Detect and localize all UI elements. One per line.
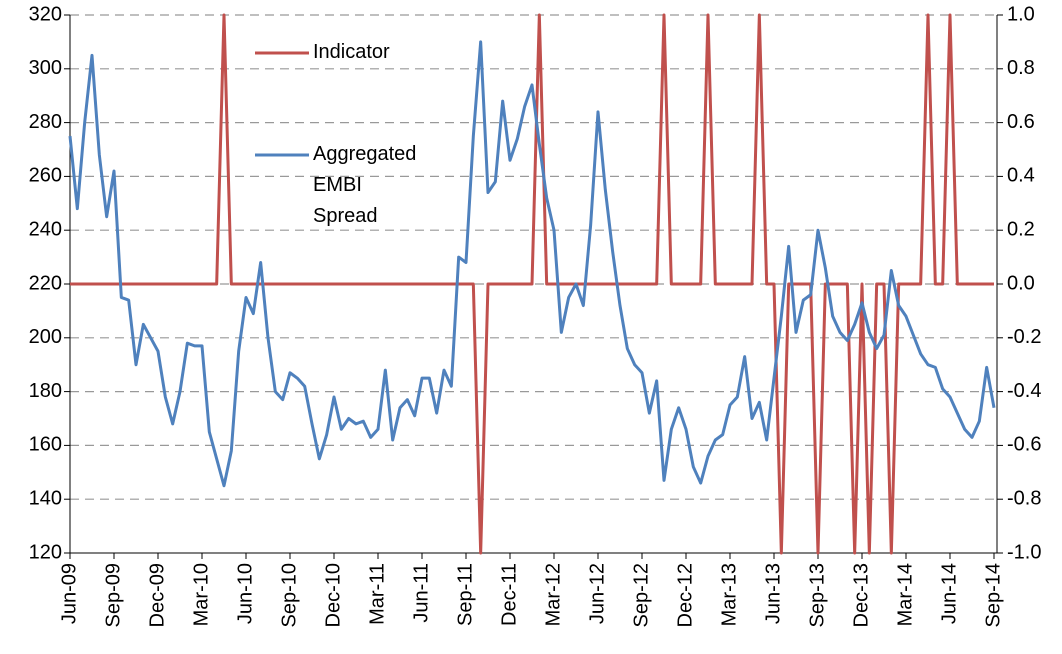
x-tick-label: Sep-10 (278, 563, 300, 628)
x-tick-label: Dec-09 (146, 563, 168, 627)
x-tick-label: Sep-09 (102, 563, 124, 628)
y-tick-label: 120 (29, 541, 62, 563)
y2-tick-label: -0.6 (1007, 434, 1041, 456)
y-tick-label: 300 (29, 57, 62, 79)
x-tick-label: Mar-13 (718, 563, 740, 626)
x-tick-label: Jun-14 (938, 563, 960, 624)
x-tick-label: Dec-12 (674, 563, 696, 627)
x-tick-label: Jun-13 (762, 563, 784, 624)
series-line (70, 13, 994, 555)
x-tick-label: Jun-10 (234, 563, 256, 624)
x-tick-label: Sep-12 (630, 563, 652, 628)
legend-label: Aggregated EMBI Spread (313, 143, 417, 227)
legend-label: Indicator (313, 41, 390, 63)
y-tick-label: 320 (29, 3, 62, 25)
y2-tick-label: -0.2 (1007, 326, 1041, 348)
x-tick-label: Jun-12 (586, 563, 608, 624)
y2-tick-label: 0.6 (1007, 111, 1035, 133)
y-tick-label: 180 (29, 380, 62, 402)
x-tick-label: Jun-11 (410, 563, 432, 623)
y2-tick-label: 0.2 (1007, 218, 1035, 240)
y2-tick-label: -0.4 (1007, 380, 1041, 402)
x-tick-label: Mar-11 (366, 563, 388, 625)
y2-tick-label: 0.0 (1007, 272, 1035, 294)
x-tick-label: Dec-10 (322, 563, 344, 627)
y2-tick-label: 0.4 (1007, 165, 1035, 187)
x-tick-label: Dec-11 (498, 563, 520, 626)
y-tick-label: 280 (29, 111, 62, 133)
y-tick-label: 140 (29, 487, 62, 509)
y-tick-label: 200 (29, 326, 62, 348)
x-tick-label: Mar-14 (894, 563, 916, 626)
x-tick-label: Sep-14 (982, 563, 1004, 628)
x-tick-label: Sep-11 (454, 563, 476, 626)
y-tick-label: 220 (29, 272, 62, 294)
x-tick-label: Jun-09 (58, 563, 80, 624)
series-line (68, 40, 996, 488)
y-tick-label: 160 (29, 434, 62, 456)
x-tick-label: Mar-10 (190, 563, 212, 626)
x-tick-label: Sep-13 (806, 563, 828, 628)
y2-tick-label: -0.8 (1007, 487, 1041, 509)
y2-tick-label: 0.8 (1007, 57, 1035, 79)
y-tick-label: 240 (29, 218, 62, 240)
x-tick-label: Mar-12 (542, 563, 564, 626)
y2-tick-label: -1.0 (1007, 541, 1041, 563)
y2-tick-label: 1.0 (1007, 3, 1035, 25)
y-tick-label: 260 (29, 165, 62, 187)
x-tick-label: Dec-13 (850, 563, 872, 627)
